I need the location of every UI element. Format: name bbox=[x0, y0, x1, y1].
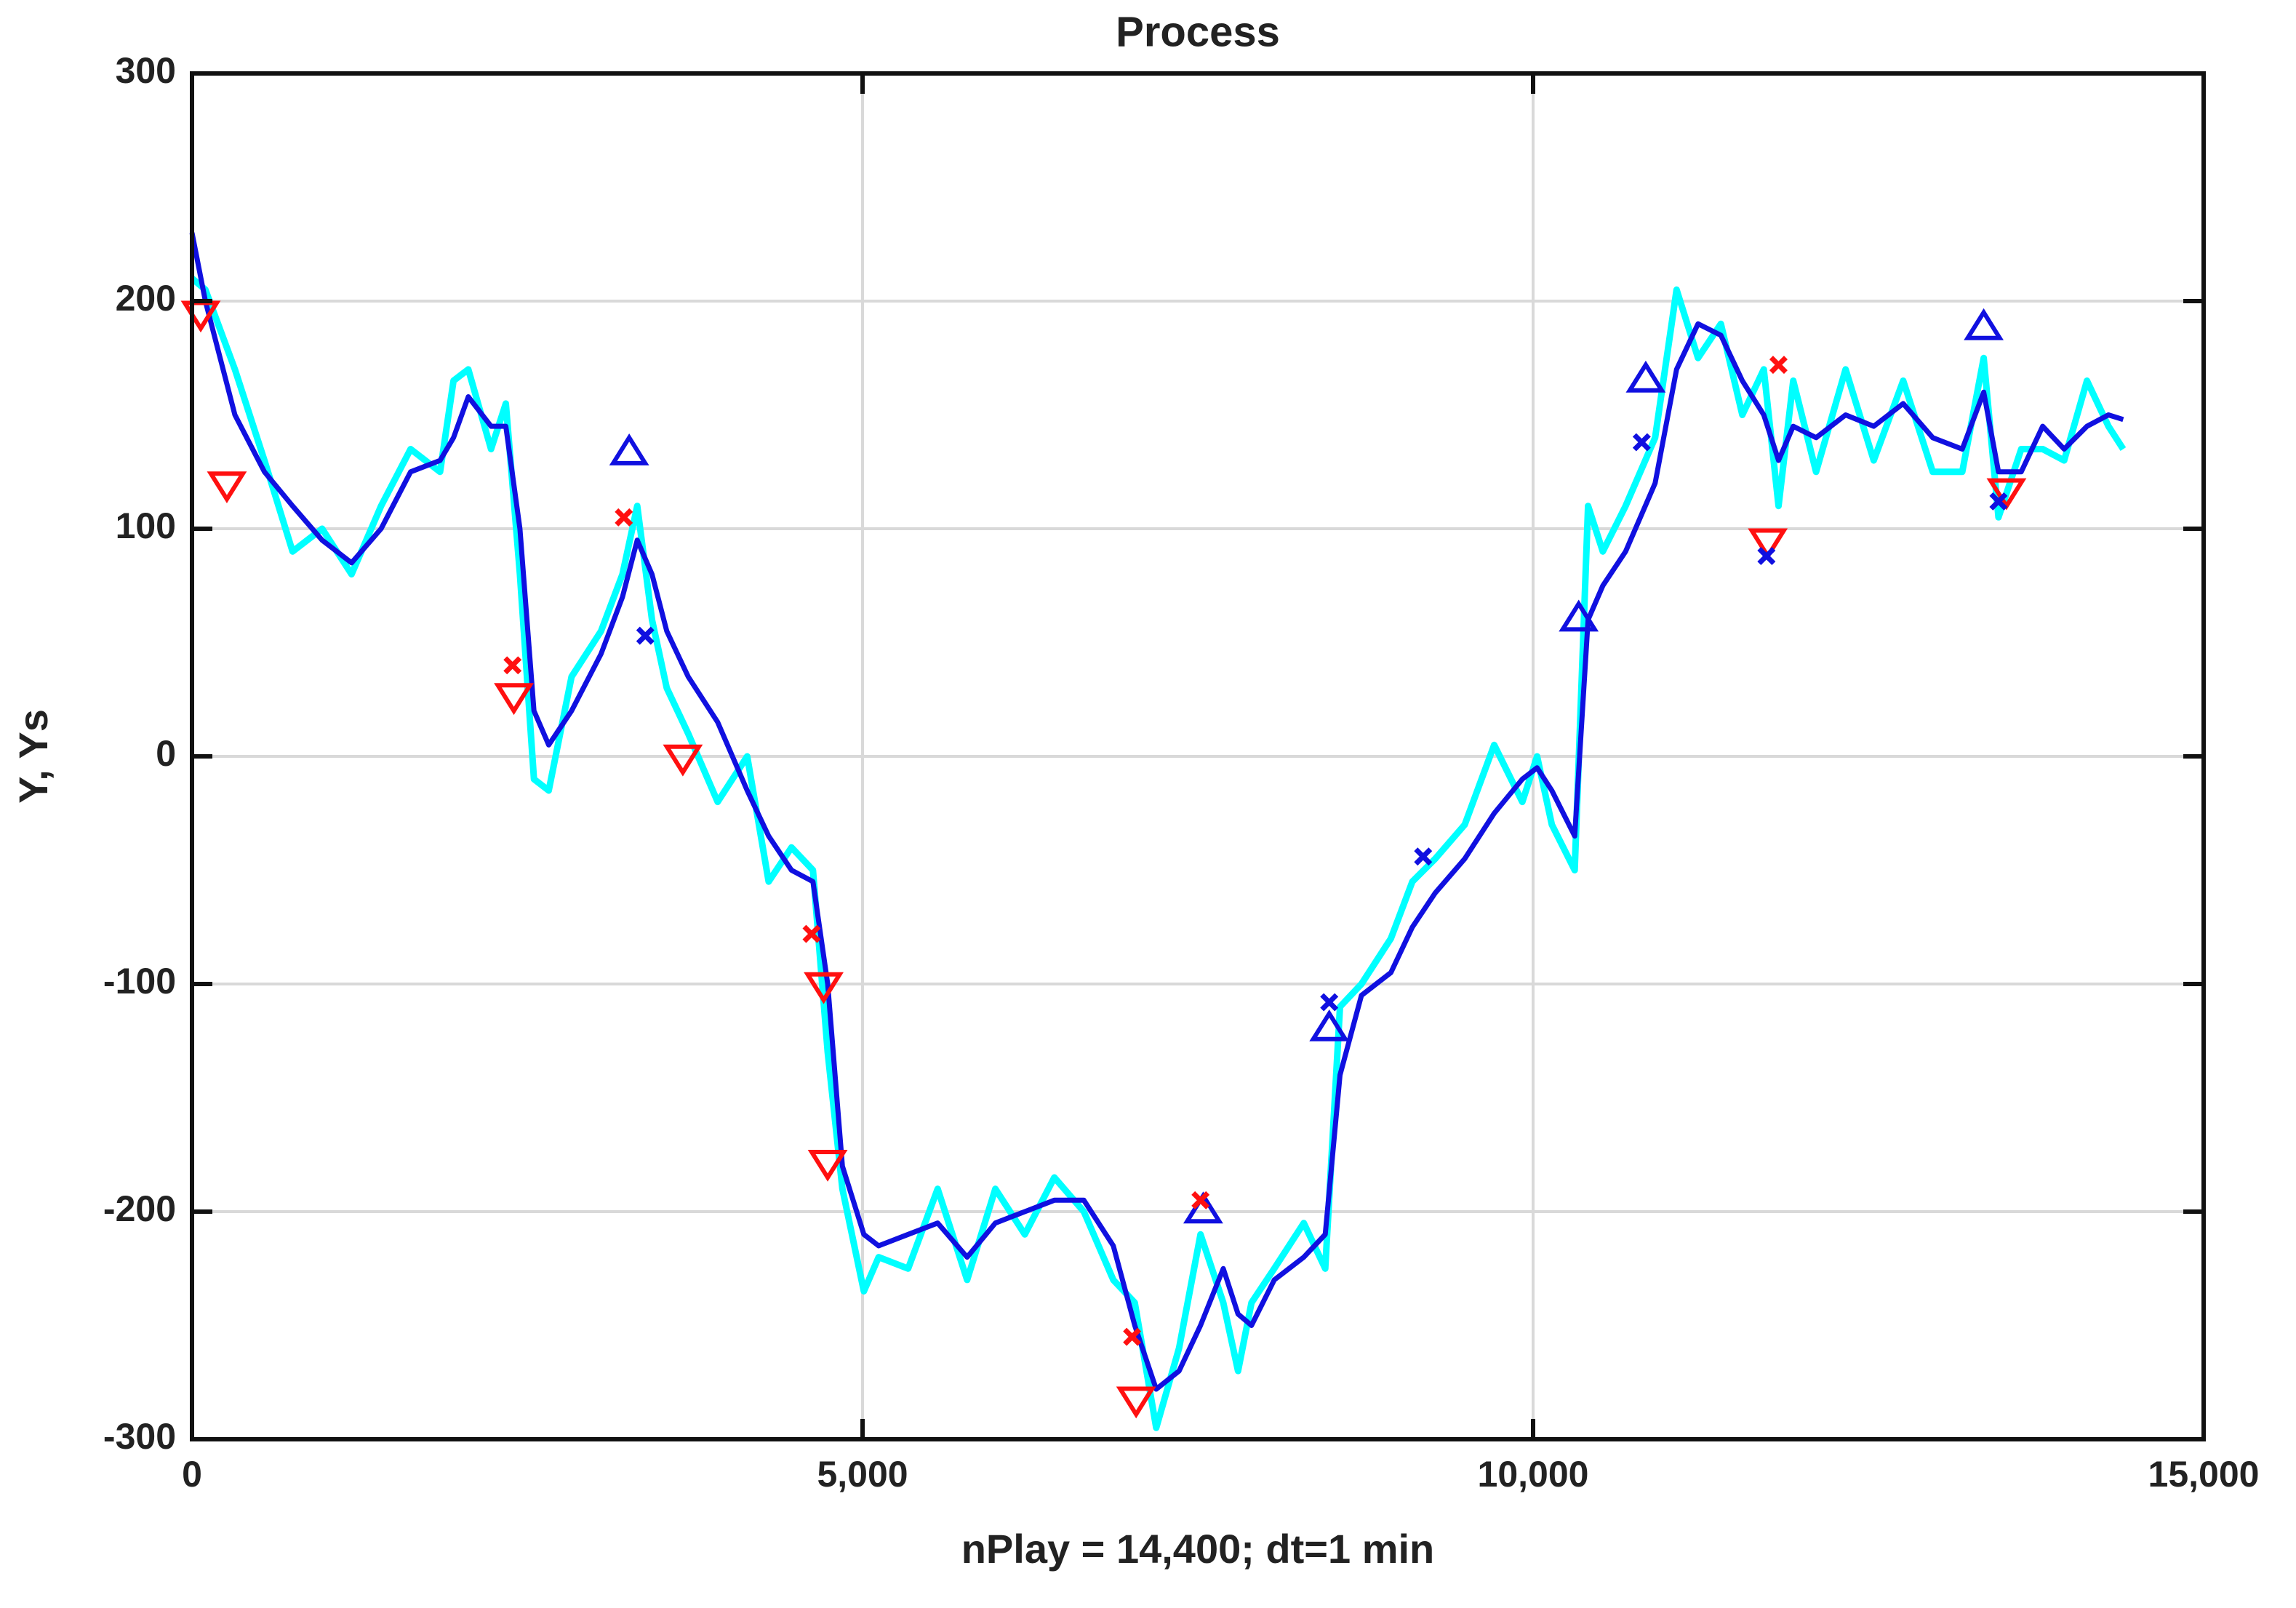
chart-title: Process bbox=[1116, 8, 1280, 55]
x-tick-label: 15,000 bbox=[2148, 1454, 2260, 1495]
y-tick-label: 100 bbox=[116, 505, 176, 546]
y-tick-label: 200 bbox=[116, 278, 176, 319]
y-tick-label: 300 bbox=[116, 50, 176, 91]
y-tick-label: 0 bbox=[156, 733, 176, 774]
marker-triangle-up bbox=[1309, 1009, 1350, 1041]
y-axis-label: Y, Ys bbox=[10, 709, 56, 804]
marker-triangle-down bbox=[1116, 1386, 1156, 1419]
marker-cross bbox=[1123, 1327, 1142, 1346]
marker-triangle-up bbox=[1964, 308, 2004, 340]
marker-triangle-down bbox=[207, 471, 247, 504]
marker-triangle-down bbox=[663, 744, 703, 777]
x-axis-label: nPlay = 14,400; dt=1 min bbox=[961, 1526, 1435, 1572]
y-tick-label: -200 bbox=[103, 1188, 176, 1229]
y-tick-label: -100 bbox=[103, 961, 176, 1001]
marker-cross bbox=[1632, 433, 1651, 452]
marker-triangle-up bbox=[1559, 599, 1599, 632]
marker-cross bbox=[1414, 847, 1433, 866]
marker-cross bbox=[1757, 547, 1776, 566]
marker-cross bbox=[636, 626, 655, 645]
marker-cross bbox=[802, 924, 821, 943]
marker-triangle-down bbox=[1986, 478, 2027, 511]
x-tick-label: 10,000 bbox=[1478, 1454, 1589, 1495]
marker-triangle-down bbox=[807, 1149, 848, 1182]
marker-triangle-down bbox=[1748, 528, 1788, 561]
marker-cross bbox=[1191, 1191, 1210, 1209]
marker-triangle-up bbox=[609, 433, 649, 465]
x-tick-label: 0 bbox=[182, 1454, 202, 1495]
marker-cross bbox=[1769, 356, 1788, 375]
marker-triangle-down bbox=[494, 683, 534, 716]
marker-cross bbox=[1989, 492, 2008, 511]
marker-cross bbox=[503, 656, 522, 675]
x-tick-label: 5,000 bbox=[817, 1454, 908, 1495]
y-tick-label: -300 bbox=[103, 1416, 176, 1457]
marker-triangle-down bbox=[804, 972, 844, 1004]
marker-cross bbox=[615, 508, 633, 527]
marker-cross bbox=[1320, 993, 1339, 1012]
marker-triangle-up bbox=[1625, 360, 1666, 393]
data-line bbox=[190, 276, 2127, 1431]
data-line bbox=[189, 232, 2124, 1392]
